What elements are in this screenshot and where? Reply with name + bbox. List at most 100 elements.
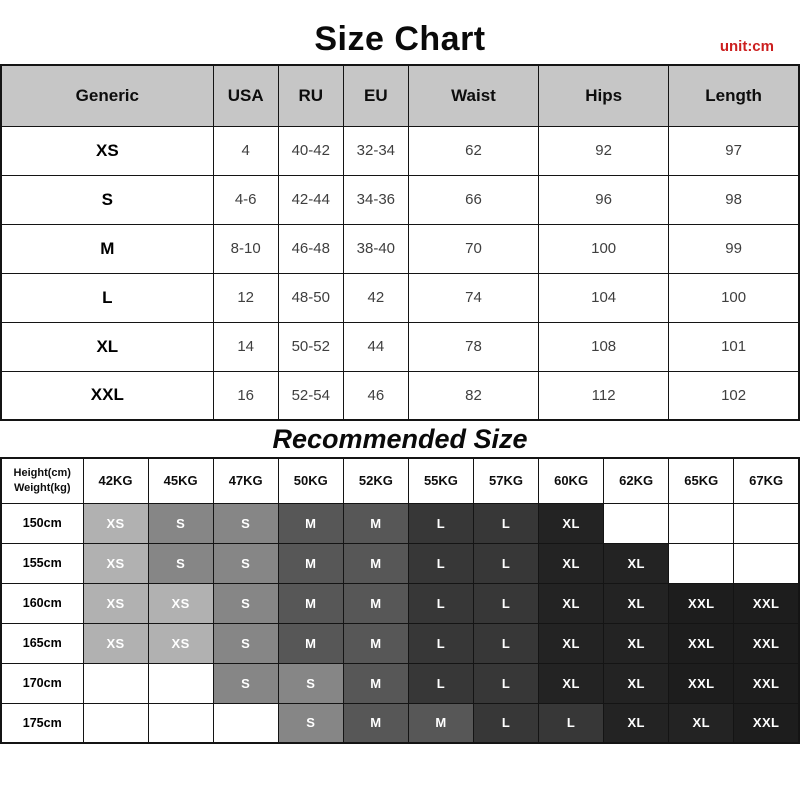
height-label: 165cm (0, 622, 84, 664)
size-chart-table: Generic USA RU EU Waist Hips Length XS 4… (0, 64, 800, 421)
weight-header: 50KG (277, 457, 344, 504)
corner-header-height: Height(cm) (13, 466, 71, 479)
rec-table-row: 160cm XS XS S M M L L XL XL XXL XXL (0, 582, 800, 624)
cell-waist: 66 (407, 174, 540, 225)
rec-size-cell: XL (538, 662, 605, 704)
cell-eu: 38-40 (342, 223, 409, 274)
cell-eu: 34-36 (342, 174, 409, 225)
rec-size-cell: S (212, 542, 279, 584)
height-label: 160cm (0, 582, 84, 624)
rec-size-cell (82, 662, 149, 704)
recommended-size-table: Height(cm) Weight(kg) 42KG 45KG 47KG 50K… (0, 457, 800, 744)
rec-size-cell: M (342, 502, 409, 544)
table-header-row: Height(cm) Weight(kg) 42KG 45KG 47KG 50K… (0, 457, 800, 504)
rec-size-cell: M (277, 542, 344, 584)
cell-length: 100 (668, 272, 800, 323)
rec-size-cell: XXL (733, 702, 800, 744)
rec-size-cell: M (342, 542, 409, 584)
page-title: Size Chart (314, 20, 486, 58)
col-header-generic: Generic (0, 64, 214, 127)
rec-size-cell: XL (603, 702, 670, 744)
rec-size-cell: L (407, 582, 474, 624)
title-bar: Size Chart unit:cm (0, 0, 800, 64)
rec-size-cell (212, 702, 279, 744)
rec-size-cell: M (277, 502, 344, 544)
rec-size-cell (147, 702, 214, 744)
cell-eu: 46 (342, 370, 409, 421)
height-label: 170cm (0, 662, 84, 704)
cell-length: 97 (668, 125, 800, 176)
size-chart-header: Generic USA RU EU Waist Hips Length (0, 64, 800, 127)
cell-hips: 96 (538, 174, 670, 225)
rec-table-row: 170cm S S M L L XL XL XXL XXL (0, 662, 800, 704)
rec-size-cell: XS (82, 542, 149, 584)
cell-usa: 8-10 (212, 223, 279, 274)
rec-size-cell (733, 502, 800, 544)
rec-size-cell: XL (603, 542, 670, 584)
rec-size-cell: M (342, 622, 409, 664)
col-header-usa: USA (212, 64, 279, 127)
height-label: 155cm (0, 542, 84, 584)
rec-size-cell: L (407, 502, 474, 544)
recommended-size-header: Height(cm) Weight(kg) 42KG 45KG 47KG 50K… (0, 457, 800, 504)
rec-size-cell: XL (603, 622, 670, 664)
weight-header: 60KG (538, 457, 605, 504)
rec-size-cell: XXL (668, 582, 735, 624)
rec-size-cell: S (212, 662, 279, 704)
rec-size-cell: XXL (733, 582, 800, 624)
row-label-xl: XL (0, 321, 214, 372)
rec-size-cell: L (472, 502, 540, 544)
rec-table-row: 165cm XS XS S M M L L XL XL XXL XXL (0, 622, 800, 664)
rec-size-cell (668, 502, 735, 544)
rec-size-cell: M (342, 582, 409, 624)
rec-size-cell: XS (147, 582, 214, 624)
rec-size-cell: XL (538, 622, 605, 664)
cell-ru: 46-48 (277, 223, 344, 274)
corner-header-weight: Weight(kg) (13, 481, 71, 494)
cell-hips: 92 (538, 125, 670, 176)
weight-header: 52KG (342, 457, 409, 504)
rec-size-cell: S (147, 502, 214, 544)
cell-length: 102 (668, 370, 800, 421)
rec-size-cell (147, 662, 214, 704)
unit-label: unit:cm (719, 38, 774, 55)
rec-size-cell: L (407, 542, 474, 584)
cell-eu: 42 (342, 272, 409, 323)
rec-size-cell: M (342, 662, 409, 704)
cell-length: 99 (668, 223, 800, 274)
cell-waist: 78 (407, 321, 540, 372)
rec-size-cell: L (538, 702, 605, 744)
cell-eu: 44 (342, 321, 409, 372)
rec-size-cell: XL (538, 502, 605, 544)
cell-waist: 82 (407, 370, 540, 421)
cell-ru: 42-44 (277, 174, 344, 225)
rec-table-row: 155cm XS S S M M L L XL XL (0, 542, 800, 584)
weight-header: 47KG (212, 457, 279, 504)
height-label: 150cm (0, 502, 84, 544)
table-row: L 12 48-50 42 74 104 100 (0, 272, 800, 323)
table-row: XXL 16 52-54 46 82 112 102 (0, 370, 800, 421)
cell-ru: 50-52 (277, 321, 344, 372)
rec-size-cell: XL (603, 582, 670, 624)
rec-size-cell: L (472, 542, 540, 584)
table-row: XL 14 50-52 44 78 108 101 (0, 321, 800, 372)
rec-size-cell (668, 542, 735, 584)
row-label-m: M (0, 223, 214, 274)
rec-size-cell: XS (82, 622, 149, 664)
rec-size-cell: XXL (733, 662, 800, 704)
rec-size-cell: XL (538, 542, 605, 584)
col-header-ru: RU (277, 64, 344, 127)
cell-waist: 62 (407, 125, 540, 176)
cell-eu: 32-34 (342, 125, 409, 176)
rec-size-cell: M (407, 702, 474, 744)
cell-hips: 104 (538, 272, 670, 323)
corner-header: Height(cm) Weight(kg) (0, 457, 84, 504)
cell-ru: 48-50 (277, 272, 344, 323)
height-label: 175cm (0, 702, 84, 744)
table-header-row: Generic USA RU EU Waist Hips Length (0, 64, 800, 127)
rec-table-row: 150cm XS S S M M L L XL (0, 502, 800, 544)
col-header-waist: Waist (407, 64, 540, 127)
rec-size-cell: XL (668, 702, 735, 744)
table-row: M 8-10 46-48 38-40 70 100 99 (0, 223, 800, 274)
